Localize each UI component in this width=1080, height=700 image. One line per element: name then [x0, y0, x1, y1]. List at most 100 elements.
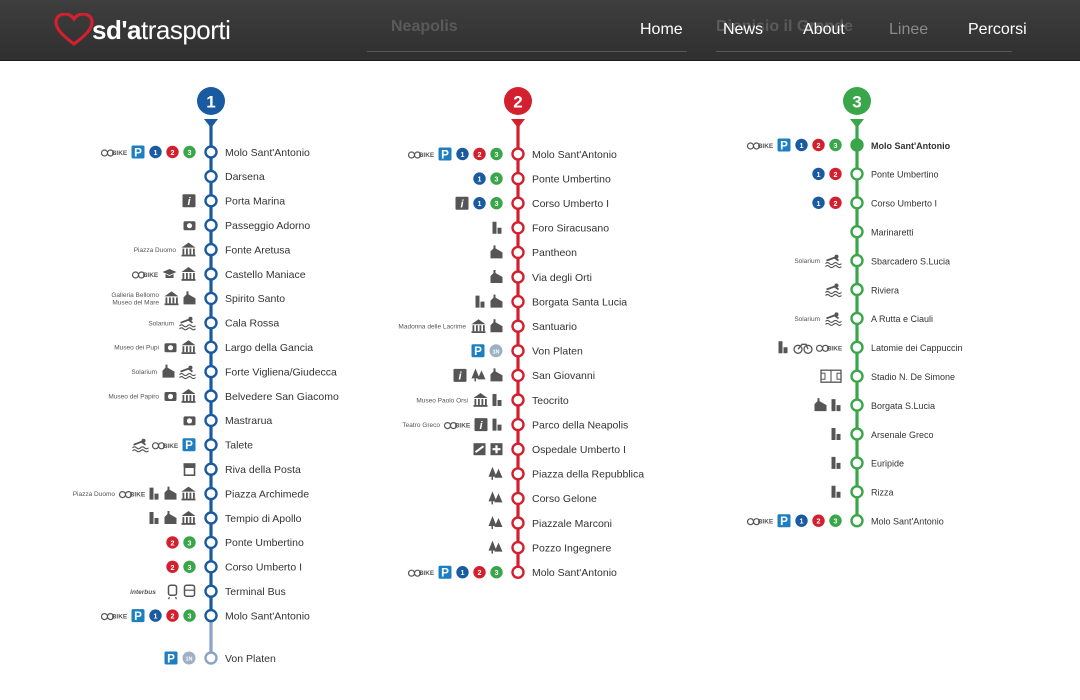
stop-1-12[interactable]: Talete P BIKE	[132, 438, 254, 453]
stop-marker[interactable]	[204, 486, 218, 501]
stop-2-5[interactable]: Via degli Orti	[490, 270, 592, 284]
stop-1-7[interactable]: Cala Rossa Solarium	[148, 316, 279, 331]
stop-3-6[interactable]: A Rutta e Ciauli Solarium	[794, 311, 933, 326]
stop-marker[interactable]	[511, 417, 525, 432]
stop-3-10[interactable]: Arsenale Greco	[831, 427, 934, 441]
stop-marker[interactable]	[204, 145, 218, 159]
line-1-number-badge[interactable]	[197, 87, 225, 115]
stop-1-20[interactable]: Von Platen 1N P	[164, 651, 276, 666]
stop-marker[interactable]	[204, 389, 218, 403]
stop-marker[interactable]	[204, 267, 218, 281]
stop-marker[interactable]	[204, 584, 218, 598]
stop-marker[interactable]	[850, 485, 864, 499]
stop-2-16[interactable]: Pozzo Ingegnere	[488, 540, 612, 555]
stop-marker[interactable]	[204, 438, 218, 452]
stop-marker[interactable]	[204, 560, 218, 574]
stop-1-17[interactable]: Corso Umberto I 3 2	[166, 560, 302, 574]
stop-1-9[interactable]: Forte Vigliena/Giudecca Solarium	[131, 364, 337, 380]
stop-marker[interactable]	[204, 218, 218, 232]
stop-marker[interactable]	[850, 369, 864, 383]
stop-marker[interactable]	[204, 340, 218, 354]
stop-marker[interactable]	[511, 270, 525, 284]
stop-marker[interactable]	[204, 608, 218, 623]
nav-linee[interactable]: Linee	[889, 21, 929, 38]
stop-1-5[interactable]: Castello Maniace BIKE	[131, 267, 306, 281]
stop-marker[interactable]	[511, 147, 525, 161]
stop-marker[interactable]	[850, 224, 864, 239]
stop-marker[interactable]	[511, 540, 525, 555]
stop-marker[interactable]	[511, 442, 525, 456]
stop-1-13[interactable]: Riva della Posta	[183, 462, 302, 477]
stop-marker[interactable]	[850, 167, 864, 181]
stop-3-0[interactable]: Molo Sant'Antonio 3 2 1 P BIKE	[746, 138, 951, 153]
stop-marker[interactable]	[204, 169, 218, 184]
stop-2-1[interactable]: Ponte Umbertino 3 1	[473, 171, 611, 186]
stop-2-7[interactable]: Santuario Madonna delle Lacrime	[398, 319, 577, 333]
stop-marker[interactable]	[511, 491, 525, 506]
stop-marker[interactable]	[511, 319, 525, 333]
stop-marker[interactable]	[850, 398, 864, 412]
line-2-number-badge[interactable]	[504, 87, 532, 115]
stop-2-12[interactable]: Ospedale Umberto I	[473, 442, 626, 456]
stop-1-14[interactable]: Piazza Archimede BIKE Piazza Duomo	[73, 486, 309, 501]
stop-marker[interactable]	[204, 194, 218, 208]
stop-1-1[interactable]: Darsena	[204, 169, 265, 184]
stop-marker[interactable]	[850, 427, 864, 441]
stop-marker[interactable]	[850, 311, 864, 326]
stop-marker[interactable]	[511, 171, 525, 186]
stop-marker[interactable]	[204, 364, 218, 379]
stop-marker[interactable]	[204, 413, 218, 428]
nav-news[interactable]: News	[723, 21, 764, 38]
stop-3-13[interactable]: Molo Sant'Antonio 3 2 1 P BIKE	[746, 514, 944, 528]
stop-marker[interactable]	[204, 651, 218, 665]
stop-1-2[interactable]: Porta Marina i	[182, 194, 286, 208]
stop-2-3[interactable]: Foro Siracusano	[492, 221, 610, 235]
stop-marker[interactable]	[850, 514, 864, 528]
stop-2-14[interactable]: Corso Gelone	[488, 491, 597, 506]
stop-2-2[interactable]: Corso Umberto I 3 1 i	[455, 196, 610, 211]
stop-3-7[interactable]: Latomie dei Cappuccin BIKE	[778, 340, 963, 354]
stop-1-19[interactable]: Molo Sant'Antonio 3 2 1 P BIKE	[100, 608, 311, 623]
stop-3-1[interactable]: Ponte Umbertino 2 1	[812, 167, 939, 181]
stop-2-0[interactable]: Molo Sant'Antonio 3 2 1 P BIKE	[407, 147, 618, 162]
stop-marker[interactable]	[511, 294, 525, 309]
stop-2-8[interactable]: Von Platen 1N P	[471, 344, 583, 358]
stop-1-8[interactable]: Largo della Gancia Museo dei Pupi	[114, 340, 313, 354]
line-3-number-badge[interactable]	[843, 87, 871, 115]
stop-1-3[interactable]: Passeggio Adorno	[183, 218, 311, 232]
stop-3-5[interactable]: Riviera	[825, 282, 900, 298]
stop-marker[interactable]	[204, 316, 218, 330]
nav-percorsi[interactable]: Percorsi	[968, 21, 1027, 38]
stop-marker[interactable]	[204, 535, 218, 550]
brand-logo[interactable]: sd'atrasporti	[54, 12, 231, 48]
stop-2-11[interactable]: Parco della Neapolis i BIKE Teatro Greco	[402, 417, 628, 432]
stop-marker[interactable]	[850, 196, 864, 210]
stop-marker[interactable]	[511, 368, 525, 383]
stop-marker[interactable]	[511, 196, 525, 210]
stop-3-9[interactable]: Borgata S.Lucia	[814, 398, 936, 412]
stop-3-4[interactable]: Sbarcadero S.Lucia Solarium	[794, 253, 950, 269]
stop-3-3[interactable]: Marinaretti	[850, 224, 914, 239]
stop-1-15[interactable]: Tempio di Apollo	[149, 511, 302, 525]
stop-marker[interactable]	[850, 456, 864, 470]
stop-2-15[interactable]: Piazzale Marconi	[488, 516, 612, 530]
stop-marker[interactable]	[850, 253, 864, 268]
stop-3-11[interactable]: Euripide	[831, 456, 905, 470]
stop-1-0[interactable]: Molo Sant'Antonio 3 2 1 P BIKE	[100, 145, 311, 160]
stop-2-10[interactable]: Teocrito Museo Paolo Orsi	[416, 393, 569, 407]
stop-marker[interactable]	[204, 462, 218, 476]
stop-2-17[interactable]: Molo Sant'Antonio 3 2 1 P BIKE	[407, 565, 618, 580]
stop-marker[interactable]	[511, 516, 525, 530]
stop-1-18[interactable]: Terminal Bus interbus AST	[99, 584, 286, 600]
stop-1-11[interactable]: Mastrarua	[183, 413, 273, 428]
stop-marker[interactable]	[511, 344, 525, 358]
stop-2-6[interactable]: Borgata Santa Lucia	[475, 294, 628, 309]
stop-marker[interactable]	[850, 340, 864, 354]
stop-marker[interactable]	[204, 242, 218, 257]
stop-marker[interactable]	[511, 393, 525, 407]
stop-marker[interactable]	[204, 291, 218, 306]
stop-3-8[interactable]: Stadio N. De Simone	[820, 369, 955, 383]
stop-1-16[interactable]: Ponte Umbertino 3 2	[166, 535, 304, 550]
stop-marker[interactable]	[511, 565, 525, 579]
stop-marker[interactable]	[511, 221, 525, 235]
